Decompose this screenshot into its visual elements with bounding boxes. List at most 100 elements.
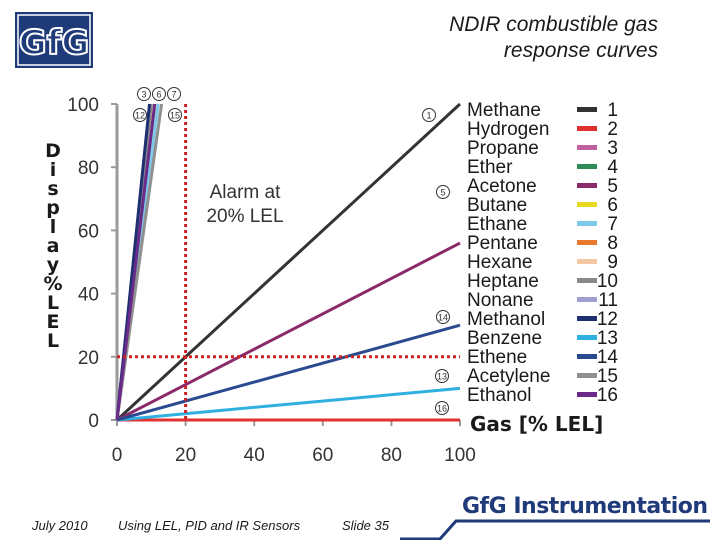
y-tick-label: 0: [88, 411, 99, 432]
y-axis-label-char: i: [49, 159, 57, 181]
legend-name-ether: Ether: [467, 157, 513, 178]
legend-number-3: 3: [607, 138, 618, 159]
y-axis-label-char: l: [49, 216, 57, 238]
legend-swatch-benzene: [577, 335, 597, 340]
legend-swatch-ether: [577, 164, 597, 169]
x-tick-label: 20: [175, 445, 196, 466]
curve-marker-circle: [436, 185, 450, 199]
curve-marker-circle: [435, 369, 449, 383]
y-axis-label-char: L: [46, 292, 60, 314]
legend-name-benzene: Benzene: [467, 328, 542, 349]
alarm-annotation-line-1: Alarm at: [210, 182, 281, 203]
curve-marker-label: 5: [440, 188, 445, 198]
y-axis-label-char: L: [46, 330, 60, 352]
curve-marker-circle: [133, 108, 147, 122]
legend-swatch-nonane: [577, 297, 597, 302]
y-axis-label-char: s: [47, 178, 59, 200]
legend-number-10: 10: [597, 271, 618, 292]
y-axis-label-char: y: [46, 254, 60, 276]
curve-marker-label: 3: [141, 90, 146, 100]
y-axis-label-char: %: [43, 273, 63, 295]
legend-swatch-ethane: [577, 221, 597, 226]
legend-name-acetylene: Acetylene: [467, 366, 550, 387]
slide-title: NDIR combustible gas response curves: [358, 12, 658, 64]
legend-number-7: 7: [607, 214, 618, 235]
legend-swatch-pentane: [577, 240, 597, 245]
legend-swatch-propane: [577, 145, 597, 150]
series-line-benzene: [116, 386, 461, 422]
y-axis-label-char: a: [46, 235, 60, 257]
legend-number-11: 11: [598, 290, 618, 311]
curve-marker-circle: [167, 87, 181, 101]
legend-number-9: 9: [607, 252, 618, 273]
curve-marker-label: 12: [135, 111, 145, 121]
brand-swoosh: [400, 519, 710, 540]
footer-date: July 2010: [32, 518, 88, 533]
legend-number-2: 2: [607, 119, 618, 140]
legend-swatch-ethene: [577, 354, 597, 359]
legend-name-methanol: Methanol: [467, 309, 545, 330]
legend-swatch-butane: [577, 202, 597, 207]
x-tick-label: 80: [381, 445, 402, 466]
legend-number-4: 4: [607, 157, 618, 178]
curve-marker-circle: [435, 401, 449, 415]
y-tick-label: 80: [78, 158, 99, 179]
x-tick-label: 100: [444, 445, 476, 466]
legend-name-ethane: Ethane: [467, 214, 527, 235]
legend-swatch-acetone: [577, 183, 597, 188]
curve-marker-label: 13: [437, 372, 447, 382]
y-axis-label-char: E: [46, 311, 60, 333]
series-line-acetone: [116, 241, 461, 422]
x-tick-label: 40: [244, 445, 265, 466]
legend-number-5: 5: [607, 176, 618, 197]
legend-swatch-acetylene: [577, 373, 597, 378]
curve-marker-circle: [168, 108, 182, 122]
x-tick-label: 0: [112, 445, 123, 466]
curve-marker-circle: [422, 108, 436, 122]
curve-marker-label: 7: [171, 90, 176, 100]
y-tick-label: 40: [78, 285, 99, 306]
legend-name-ethene: Ethene: [467, 347, 527, 368]
footer-slide: Slide 35: [342, 518, 389, 533]
curve-marker-label: 14: [438, 313, 448, 323]
x-axis-label: Gas [% LEL]: [470, 412, 603, 436]
legend-number-12: 12: [597, 309, 618, 330]
legend-number-6: 6: [607, 195, 618, 216]
legend-number-15: 15: [597, 366, 618, 387]
svg-text:GfG: GfG: [19, 23, 90, 63]
legend-name-butane: Butane: [467, 195, 527, 216]
curve-marker-circle: [436, 310, 450, 324]
curve-marker-label: 15: [170, 111, 180, 121]
legend-name-methane: Methane: [467, 100, 541, 121]
series-line-ethene: [116, 323, 461, 422]
curve-marker-circle: [137, 87, 151, 101]
legend-name-propane: Propane: [467, 138, 539, 159]
brand-name: GfG Instrumentation: [462, 494, 708, 519]
legend-swatch-methane: [577, 107, 597, 112]
title-line-2: response curves: [503, 39, 658, 62]
legend-number-13: 13: [597, 328, 618, 349]
footer-subject: Using LEL, PID and IR Sensors: [118, 518, 301, 533]
legend-name-pentane: Pentane: [467, 233, 538, 254]
legend-number-8: 8: [607, 233, 618, 254]
y-axis-label-char: p: [46, 197, 60, 219]
y-axis-label-char: D: [45, 140, 61, 162]
legend-name-ethanol: Ethanol: [467, 385, 531, 406]
title-line-1: NDIR combustible gas: [449, 13, 658, 36]
legend-swatch-hexane: [577, 259, 597, 264]
legend-name-hexane: Hexane: [467, 252, 533, 273]
legend-number-14: 14: [597, 347, 619, 368]
series-line-methane: [115, 102, 462, 422]
curve-marker-circle: [152, 87, 166, 101]
legend-number-16: 16: [597, 385, 618, 406]
legend-name-nonane: Nonane: [467, 290, 534, 311]
y-tick-label: 100: [67, 95, 99, 116]
alarm-annotation-line-2: 20% LEL: [206, 206, 283, 227]
legend-name-hydrogen: Hydrogen: [467, 119, 549, 140]
series-line-ethanol: [115, 103, 157, 421]
legend-swatch-heptane: [577, 278, 597, 283]
gfg-logo: GfG: [15, 12, 93, 68]
y-tick-label: 60: [78, 221, 99, 242]
curve-marker-label: 16: [437, 404, 447, 414]
